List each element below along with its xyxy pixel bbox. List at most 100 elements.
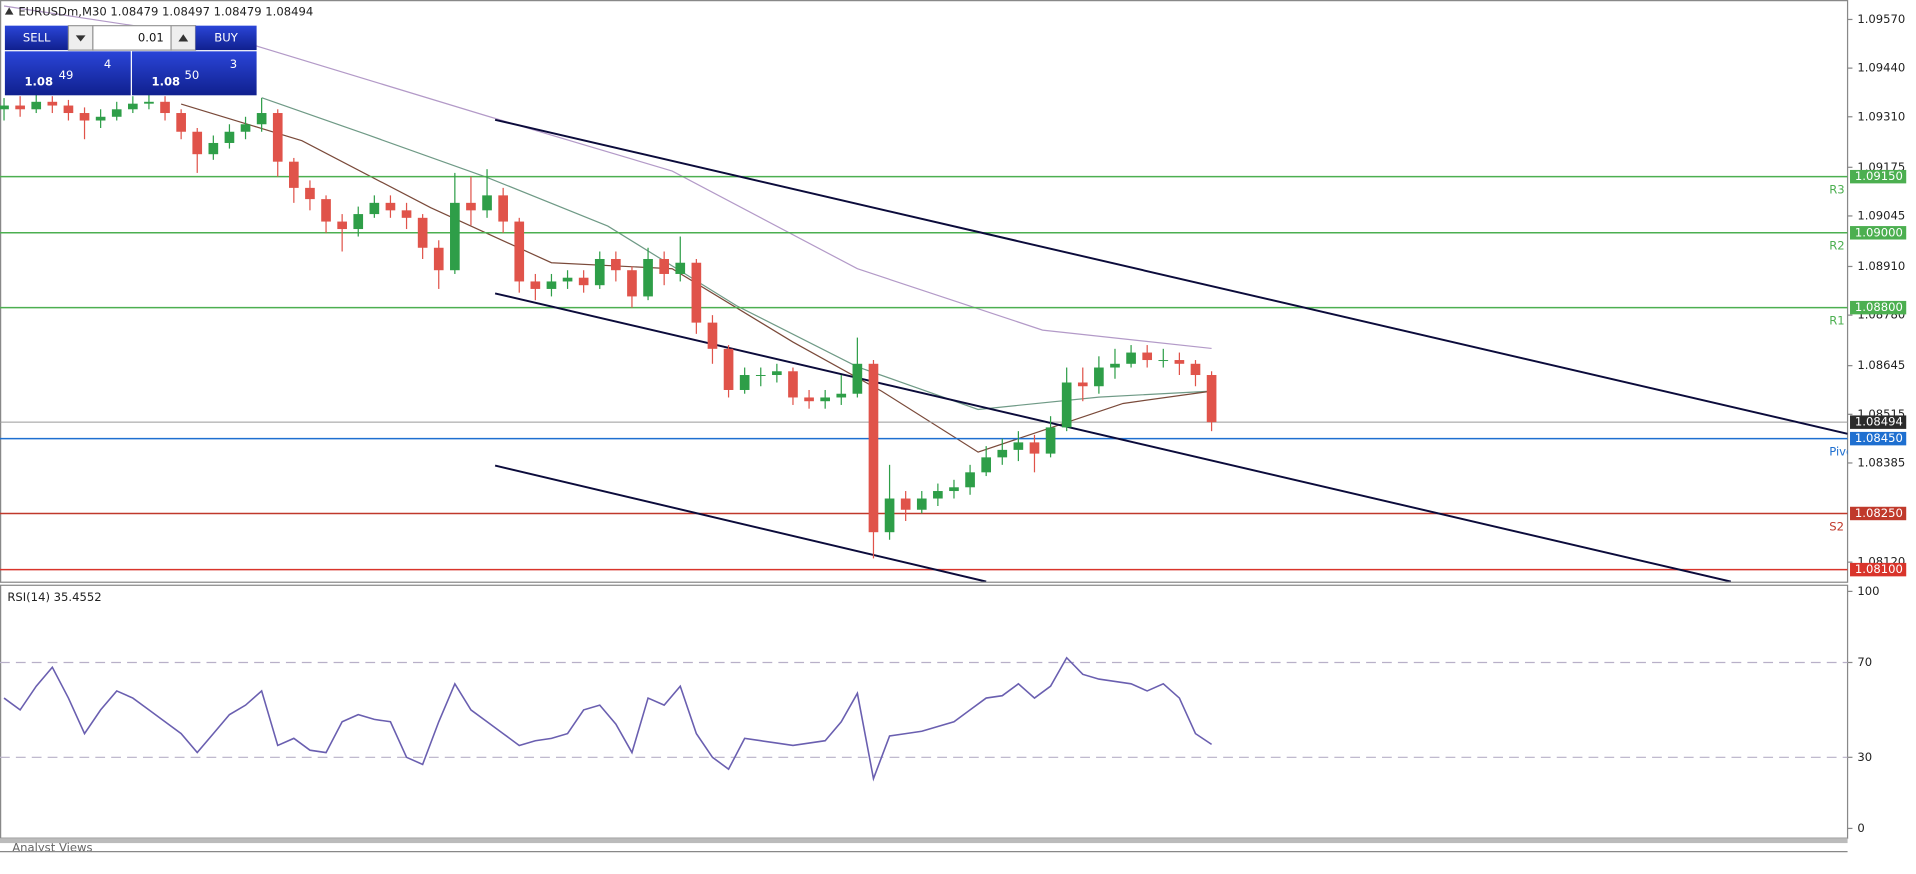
rsi-pane (0, 656, 1848, 782)
candle-body (852, 363, 863, 394)
candle-body (1158, 360, 1169, 362)
ask-big: 1.08 (152, 74, 181, 88)
candle-body (1029, 442, 1040, 454)
y-tick-label: 1.09310 (1857, 109, 1905, 123)
candle-body (47, 101, 58, 106)
bid-main: 49 (59, 68, 74, 82)
buy-button[interactable] (195, 25, 257, 51)
candle-body (965, 472, 975, 488)
y-tick-label: 1.09440 (1857, 61, 1905, 75)
main-pane: R3 R2 R1 Pivot S2 (0, 5, 1858, 582)
candle-body (1126, 352, 1136, 364)
y-tick-label: 1.09045 (1857, 208, 1905, 222)
candle-body (385, 202, 396, 211)
candle-body (659, 258, 669, 274)
candle-body (498, 195, 508, 222)
candle-body (1190, 363, 1201, 376)
candle-body (289, 161, 299, 188)
candle-body (884, 498, 895, 533)
rsi-tick-label: 0 (1857, 821, 1864, 835)
sell-label: SELL (23, 30, 51, 44)
candle-body (337, 221, 347, 230)
pane-separator (0, 838, 1848, 844)
down-arrow (75, 35, 86, 42)
candle-body (1142, 352, 1153, 361)
rsi-line (3, 656, 1213, 782)
candle-body (1045, 427, 1056, 454)
level-label: 1.08450 (1855, 431, 1903, 445)
level-box (1850, 431, 1907, 446)
bid-big: 1.08 (24, 74, 53, 88)
main-pane-border (0, 0, 1849, 583)
level-box (1850, 226, 1907, 240)
candle-body (900, 498, 911, 510)
chart-header: EURUSDm,M30 1.08479 1.08497 1.08479 1.08… (18, 5, 313, 19)
candle-body (63, 105, 74, 114)
rsi-tick-label: 100 (1857, 584, 1879, 598)
rsi-title: RSI(14) 35.4552 (7, 590, 101, 604)
candle-body (272, 113, 283, 162)
candle-body (321, 199, 331, 222)
last-price-box (1850, 415, 1907, 429)
candle-body (192, 131, 203, 155)
level-label: 1.08100 (1855, 562, 1903, 576)
candle-body (1061, 382, 1072, 428)
trendline (494, 292, 1732, 582)
sell-button[interactable] (4, 25, 69, 51)
candle-body (31, 101, 42, 110)
candle-body (1110, 363, 1120, 368)
candle-body (514, 221, 525, 282)
level-name: R2 (1829, 239, 1844, 253)
candle-body (755, 375, 766, 376)
y-tick-label: 1.08645 (1857, 358, 1905, 372)
candle-body (1013, 442, 1024, 450)
ask-box[interactable] (131, 51, 257, 96)
candle-body (691, 262, 702, 323)
level-label: 1.08800 (1855, 300, 1903, 314)
candle-body (804, 397, 814, 402)
candle-body (256, 113, 267, 125)
level-name: S2 (1829, 519, 1844, 533)
candle-body (466, 202, 476, 211)
ask-main: 50 (185, 68, 200, 82)
candle-body (224, 131, 235, 143)
candle-body (981, 457, 992, 473)
candle-body (1094, 367, 1104, 387)
candle-body (1206, 375, 1217, 423)
candle-body (353, 214, 364, 230)
bid-box[interactable] (4, 51, 131, 96)
candle-body (820, 397, 830, 402)
candle-body (611, 258, 621, 271)
footer-tab[interactable]: Analyst Views (12, 840, 92, 854)
candle-body (15, 105, 25, 110)
candle-body (176, 113, 186, 132)
rsi-tick-label: 30 (1857, 750, 1872, 764)
candle-body (417, 217, 428, 248)
level-name: R1 (1829, 314, 1844, 328)
collapse-icon[interactable] (4, 7, 14, 15)
last-price-label: 1.08494 (1855, 415, 1903, 429)
candle-body (739, 375, 750, 390)
moving-average (180, 103, 1212, 453)
level-label: 1.08250 (1855, 506, 1903, 520)
candle-body (401, 210, 412, 218)
candle-body (450, 202, 460, 271)
candle-body (240, 124, 251, 132)
candle-body (578, 277, 589, 286)
bid-small: 4 (104, 57, 111, 71)
candle-body (627, 270, 637, 297)
candle-body (788, 371, 798, 398)
candle-body (1174, 360, 1185, 364)
date-axis-bg (0, 851, 1916, 874)
candle-body (675, 262, 686, 274)
level-name: Pivot (1829, 445, 1858, 459)
trade-panel: SELL 0.01 BUY 1.08 49 4 1.08 50 3 (4, 25, 257, 96)
level-box (1850, 506, 1907, 521)
rsi-tick-label: 70 (1857, 655, 1872, 669)
volume-value: 0.01 (138, 30, 164, 44)
volume-input[interactable] (92, 25, 172, 51)
y-tick-label: 1.08385 (1857, 455, 1905, 469)
